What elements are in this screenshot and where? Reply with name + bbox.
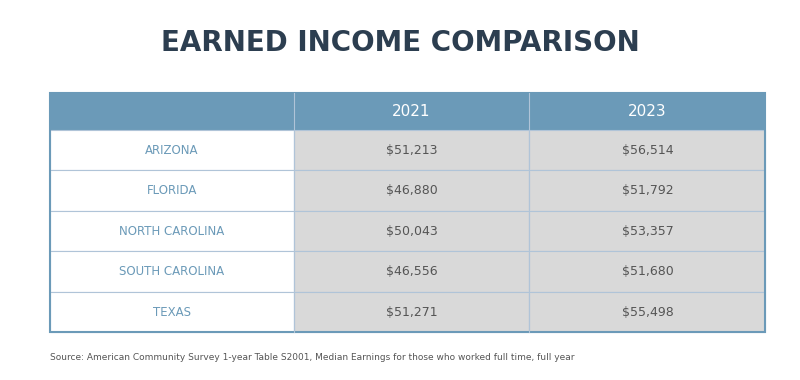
Text: $55,498: $55,498: [622, 306, 674, 318]
Text: $46,556: $46,556: [386, 265, 438, 278]
FancyBboxPatch shape: [294, 130, 530, 170]
FancyBboxPatch shape: [294, 211, 530, 251]
Text: $51,680: $51,680: [622, 265, 674, 278]
FancyBboxPatch shape: [294, 170, 530, 211]
FancyBboxPatch shape: [530, 251, 766, 292]
FancyBboxPatch shape: [530, 211, 766, 251]
Text: $51,792: $51,792: [622, 184, 674, 197]
Text: EARNED INCOME COMPARISON: EARNED INCOME COMPARISON: [161, 29, 639, 57]
Text: $53,357: $53,357: [622, 225, 674, 238]
FancyBboxPatch shape: [50, 130, 294, 170]
Text: Source: American Community Survey 1-year Table S2001, Median Earnings for those : Source: American Community Survey 1-year…: [50, 353, 575, 362]
Text: ARIZONA: ARIZONA: [146, 144, 198, 157]
Text: 2021: 2021: [392, 104, 430, 119]
Text: $50,043: $50,043: [386, 225, 438, 238]
Text: $56,514: $56,514: [622, 144, 674, 157]
FancyBboxPatch shape: [50, 93, 766, 130]
Text: TEXAS: TEXAS: [153, 306, 191, 318]
Text: 2023: 2023: [628, 104, 666, 119]
FancyBboxPatch shape: [294, 292, 530, 332]
Text: $46,880: $46,880: [386, 184, 438, 197]
Text: SOUTH CAROLINA: SOUTH CAROLINA: [119, 265, 225, 278]
Text: FLORIDA: FLORIDA: [147, 184, 197, 197]
FancyBboxPatch shape: [50, 251, 294, 292]
FancyBboxPatch shape: [50, 292, 294, 332]
FancyBboxPatch shape: [50, 211, 294, 251]
FancyBboxPatch shape: [294, 251, 530, 292]
FancyBboxPatch shape: [530, 130, 766, 170]
Text: $51,271: $51,271: [386, 306, 438, 318]
FancyBboxPatch shape: [530, 292, 766, 332]
FancyBboxPatch shape: [530, 170, 766, 211]
Text: $51,213: $51,213: [386, 144, 438, 157]
FancyBboxPatch shape: [50, 170, 294, 211]
Text: NORTH CAROLINA: NORTH CAROLINA: [119, 225, 225, 238]
